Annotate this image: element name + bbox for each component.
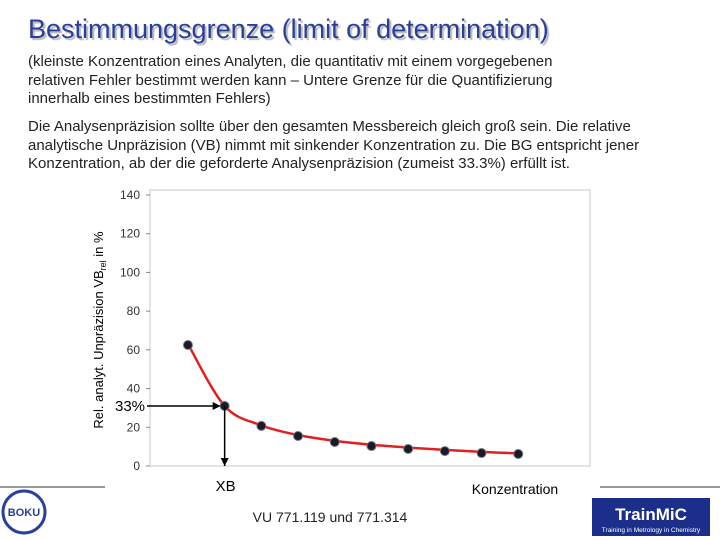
y-tick-label: 60 — [127, 343, 141, 357]
data-point — [366, 441, 377, 452]
arrow-head — [212, 401, 221, 410]
slide-title: Bestimmungsgrenze (limit of determinatio… — [28, 14, 549, 44]
y-tick-label: 100 — [120, 265, 140, 279]
y-label-suffix: in % — [91, 231, 106, 260]
xb-label: XB — [216, 478, 236, 495]
logo-text: BOKU — [8, 507, 40, 519]
data-point — [476, 448, 487, 459]
data-point — [403, 443, 414, 454]
text-line: Die Analysenpräzision sollte über den ge… — [28, 118, 631, 135]
y-tick-label: 0 — [133, 459, 140, 473]
data-point — [256, 420, 267, 431]
limit-label: 33% — [115, 398, 145, 415]
y-label-text: Rel. analyt. Unpräzision VB — [91, 270, 106, 428]
logo-ring — [1, 489, 47, 535]
logo-box — [592, 498, 710, 536]
y-tick-label: 140 — [120, 188, 140, 202]
data-point — [513, 448, 524, 459]
text-line: (kleinste Konzentration eines Analyten, … — [28, 53, 553, 70]
x-axis-label: Konzentration — [472, 481, 558, 497]
y-axis-label: Rel. analyt. Unpräzision VBrel in % — [91, 231, 108, 429]
body-text: Die Analysenpräzision sollte über den ge… — [28, 118, 639, 174]
arrow-head — [220, 458, 229, 466]
data-point — [439, 446, 450, 457]
y-tick-label: 80 — [127, 304, 141, 318]
fit-curve — [186, 343, 519, 455]
plot-frame — [149, 189, 591, 467]
text-line: analytische Unpräzision (VB) nimmt mit s… — [28, 136, 640, 154]
data-point — [182, 340, 193, 351]
text-line: relativen Fehler bestimmt werden kann – … — [28, 71, 553, 89]
y-tick-label: 20 — [127, 420, 141, 434]
subtitle: (kleinste Konzentration eines Analyten, … — [28, 53, 553, 109]
y-tick-label: 40 — [127, 382, 141, 396]
course-number: VU 771.119 und 771.314 — [253, 509, 408, 525]
logo-text: TrainMiC — [615, 505, 687, 524]
logo-tagline: Training in Metrology in Chemistry — [602, 527, 701, 534]
data-point — [329, 436, 340, 447]
text-line: Konzentration, ab der die geforderte Ana… — [28, 155, 570, 172]
y-label-subscript: rel — [98, 260, 108, 270]
y-tick-label: 120 — [120, 227, 140, 241]
text-line: innerhalb eines bestimmten Fehlers) — [28, 90, 271, 107]
trainmic-logo: TrainMiC Training in Metrology in Chemis… — [592, 498, 710, 536]
boku-logo: BOKU — [1, 489, 47, 535]
data-point — [293, 430, 304, 441]
